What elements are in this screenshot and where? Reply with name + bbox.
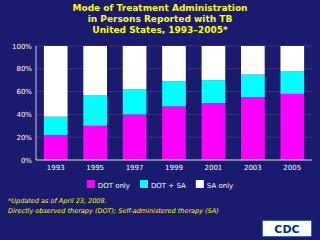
legend-label: DOT only bbox=[98, 182, 130, 190]
bar-segment bbox=[162, 46, 186, 81]
bar-segment bbox=[280, 94, 304, 160]
title: Mode of Treatment Administrationin Perso… bbox=[73, 3, 248, 35]
y-tick-label: 0% bbox=[21, 157, 32, 165]
bar-segment bbox=[162, 81, 186, 106]
legend-label: DOT + SA bbox=[151, 182, 186, 190]
bar-segment bbox=[83, 126, 107, 160]
x-tick-label: 2005 bbox=[283, 164, 301, 172]
y-tick-label: 80% bbox=[16, 65, 32, 73]
bar-segment bbox=[123, 46, 147, 89]
x-tick-label: 1999 bbox=[165, 164, 183, 172]
x-tick-label: 2001 bbox=[205, 164, 223, 172]
y-axis bbox=[36, 46, 37, 160]
title-line: Mode of Treatment Administration bbox=[73, 3, 248, 13]
x-axis bbox=[36, 160, 312, 161]
legend-label: SA only bbox=[207, 182, 233, 190]
footnote: *Updated as of April 23, 2008. bbox=[8, 197, 107, 205]
legend: DOT only DOT + SA SA only bbox=[87, 180, 233, 190]
bars bbox=[44, 46, 304, 160]
bar-segment bbox=[202, 80, 226, 103]
y-tick-label: 20% bbox=[16, 134, 32, 142]
background bbox=[0, 0, 320, 240]
bar-segment bbox=[202, 46, 226, 80]
x-tick-label: 1995 bbox=[86, 164, 104, 172]
bar-segment bbox=[241, 97, 265, 160]
bar-segment bbox=[44, 46, 68, 117]
y-tick-label: 40% bbox=[16, 111, 32, 119]
logo-text: CDC bbox=[274, 223, 299, 236]
legend-swatch bbox=[87, 180, 95, 188]
bar-segment bbox=[241, 75, 265, 98]
bar-segment bbox=[280, 46, 304, 71]
x-tick-label: 1993 bbox=[47, 164, 65, 172]
x-tick-label: 1997 bbox=[126, 164, 144, 172]
bar-segment bbox=[202, 103, 226, 160]
bar-segment bbox=[162, 106, 186, 160]
bar-segment bbox=[280, 71, 304, 94]
bar-segment bbox=[83, 46, 107, 95]
bar-segment bbox=[123, 89, 147, 114]
bar-segment bbox=[123, 114, 147, 160]
grid-line bbox=[36, 160, 312, 161]
bar-segment bbox=[44, 117, 68, 135]
bar-segment bbox=[83, 95, 107, 126]
title-line: United States, 1993–2005* bbox=[92, 25, 228, 35]
y-tick-label: 60% bbox=[16, 88, 32, 96]
legend-swatch bbox=[140, 180, 148, 188]
y-tick-label: 100% bbox=[12, 43, 32, 51]
footnote: Directly observed therapy (DOT); Self-ad… bbox=[8, 207, 219, 215]
bar-segment bbox=[241, 46, 265, 75]
title-line: in Persons Reported with TB bbox=[88, 14, 233, 24]
x-tick-label: 2003 bbox=[244, 164, 262, 172]
logo-box bbox=[262, 220, 312, 237]
bar-segment bbox=[44, 135, 68, 160]
legend-swatch bbox=[196, 180, 204, 188]
